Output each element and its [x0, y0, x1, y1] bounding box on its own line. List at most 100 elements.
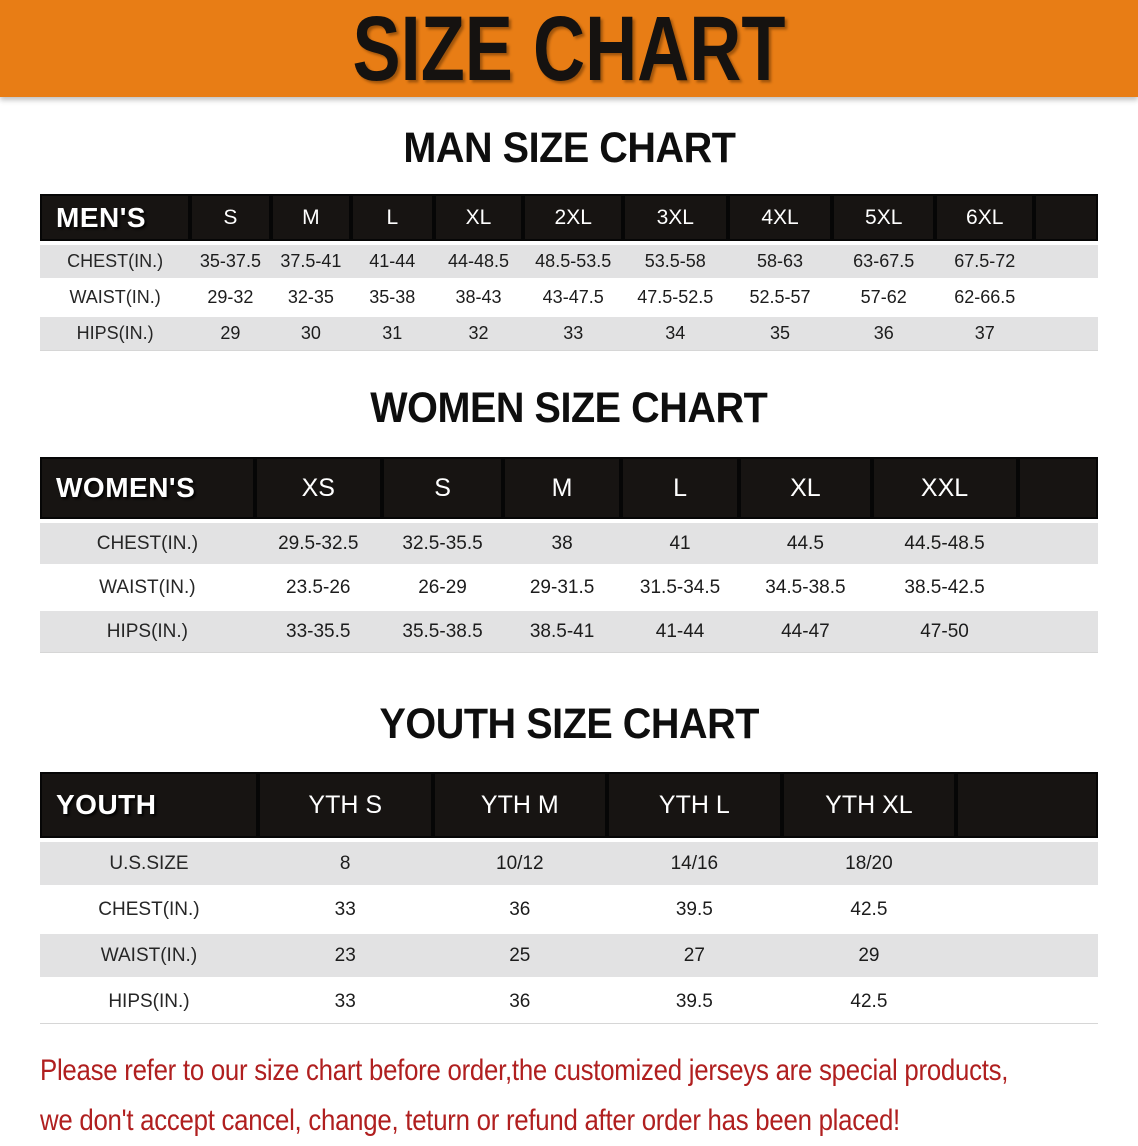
measurement-row: HIPS(IN.) 33-35.5 35.5-38.5 38.5-41 41-44 44-… [40, 611, 1098, 653]
spacer-cell [1034, 281, 1098, 317]
spacer-cell [956, 888, 1098, 934]
size-value-cell: 35-38 [351, 281, 434, 317]
size-value-cell: 38 [503, 523, 621, 567]
size-header-row: MEN'S S M L XL 2XL 3XL 4XL 5XL 6XL [40, 194, 1098, 245]
size-chart-banner: SIZE CHART [0, 0, 1138, 97]
measurement-row: WAIST(IN.) 23.5-26 26-29 29-31.5 31.5-34.5 34… [40, 567, 1098, 611]
size-header-cell: XXL [871, 457, 1018, 523]
spacer-cell [1017, 523, 1098, 567]
youth-chart-heading: YOUTH SIZE CHART [379, 700, 759, 748]
size-value-cell: 18/20 [781, 842, 957, 888]
men-chart-heading: MAN SIZE CHART [402, 124, 736, 172]
spacer-cell [956, 772, 1098, 842]
size-header-cell: L [620, 457, 740, 523]
measurement-row: WAIST(IN.) 23 25 27 29 [40, 934, 1098, 980]
size-value-cell: 44.5 [739, 523, 872, 567]
size-header-cell: S [381, 457, 504, 523]
measure-label-cell: HIPS(IN.) [40, 317, 191, 351]
size-value-cell: 34 [622, 317, 728, 351]
measurement-row: HIPS(IN.) 29 30 31 32 33 34 35 36 37 [40, 317, 1098, 351]
size-value-cell: 38-43 [433, 281, 524, 317]
size-value-cell: 42.5 [781, 888, 957, 934]
size-header-cell: M [270, 194, 352, 245]
size-value-cell: 58-63 [727, 245, 833, 281]
spacer-cell [956, 934, 1098, 980]
size-value-cell: 31.5-34.5 [620, 567, 740, 611]
youth-size-table: YOUTH YTH S YTH M YTH L YTH XL U.S.SIZE 8 10/12… [40, 772, 1098, 1024]
measurement-row: U.S.SIZE 8 10/12 14/16 18/20 [40, 842, 1098, 888]
measure-label-cell: U.S.SIZE [40, 842, 258, 888]
size-value-cell: 23 [257, 934, 433, 980]
spacer-cell [1017, 457, 1098, 523]
measure-label-cell: HIPS(IN.) [40, 611, 255, 653]
size-header-cell: YTH M [432, 772, 608, 842]
size-value-cell: 32-35 [270, 281, 352, 317]
spacer-cell [956, 980, 1098, 1024]
size-value-cell: 47.5-52.5 [622, 281, 728, 317]
size-value-cell: 37.5-41 [270, 245, 352, 281]
size-value-cell: 30 [270, 317, 352, 351]
size-value-cell: 25 [432, 934, 608, 980]
size-value-cell: 44-48.5 [433, 245, 524, 281]
size-header-cell: 6XL [935, 194, 1035, 245]
size-value-cell: 41-44 [351, 245, 434, 281]
size-value-cell: 44-47 [739, 611, 872, 653]
size-value-cell: 42.5 [781, 980, 957, 1024]
size-value-cell: 47-50 [871, 611, 1018, 653]
group-label-cell: YOUTH [40, 772, 258, 842]
women-size-section: WOMEN SIZE CHART WOMEN'S XS S M L XL XXL CHEST(… [0, 351, 1138, 653]
size-value-cell: 27 [607, 934, 782, 980]
youth-size-section: YOUTH SIZE CHART YOUTH YTH S YTH M YTH L YTH… [0, 653, 1138, 1024]
spacer-cell [956, 842, 1098, 888]
banner-title: SIZE CHART [352, 0, 786, 100]
size-value-cell: 23.5-26 [254, 567, 382, 611]
size-value-cell: 43-47.5 [523, 281, 623, 317]
size-header-cell: YTH S [257, 772, 433, 842]
women-chart-heading: WOMEN SIZE CHART [370, 384, 768, 432]
measure-label-cell: CHEST(IN.) [40, 245, 191, 281]
group-label-cell: MEN'S [40, 194, 191, 245]
women-size-table: WOMEN'S XS S M L XL XXL CHEST(IN.) 29.5-32.5 32.5… [40, 457, 1098, 653]
size-value-cell: 29-32 [190, 281, 271, 317]
size-value-cell: 63-67.5 [832, 245, 936, 281]
measure-label-cell: CHEST(IN.) [40, 888, 258, 934]
size-value-cell: 33-35.5 [254, 611, 382, 653]
size-value-cell: 32.5-35.5 [381, 523, 504, 567]
size-value-cell: 8 [257, 842, 433, 888]
size-value-cell: 33 [257, 888, 433, 934]
size-value-cell: 35-37.5 [190, 245, 271, 281]
size-header-cell: L [351, 194, 434, 245]
size-value-cell: 32 [433, 317, 524, 351]
size-value-cell: 44.5-48.5 [871, 523, 1018, 567]
size-header-row: YOUTH YTH S YTH M YTH L YTH XL [40, 772, 1098, 842]
size-header-cell: XL [739, 457, 872, 523]
size-value-cell: 29.5-32.5 [254, 523, 382, 567]
measure-label-cell: WAIST(IN.) [40, 934, 258, 980]
measure-label-cell: WAIST(IN.) [40, 281, 191, 317]
measure-label-cell: CHEST(IN.) [40, 523, 255, 567]
size-value-cell: 67.5-72 [935, 245, 1035, 281]
size-value-cell: 38.5-41 [503, 611, 621, 653]
size-value-cell: 53.5-58 [622, 245, 728, 281]
measurement-row: CHEST(IN.) 35-37.5 37.5-41 41-44 44-48.5 48.5… [40, 245, 1098, 281]
size-value-cell: 39.5 [607, 888, 782, 934]
size-value-cell: 41 [620, 523, 740, 567]
size-value-cell: 35 [727, 317, 833, 351]
size-header-cell: XL [433, 194, 524, 245]
size-value-cell: 29 [190, 317, 271, 351]
men-size-section: MAN SIZE CHART MEN'S S M L XL 2XL 3XL 4XL 5XL 6XL… [0, 97, 1138, 351]
measure-label-cell: WAIST(IN.) [40, 567, 255, 611]
spacer-cell [1034, 245, 1098, 281]
spacer-cell [1034, 194, 1098, 245]
size-value-cell: 62-66.5 [935, 281, 1035, 317]
size-value-cell: 57-62 [832, 281, 936, 317]
size-value-cell: 52.5-57 [727, 281, 833, 317]
size-header-cell: 2XL [523, 194, 623, 245]
size-value-cell: 39.5 [607, 980, 782, 1024]
size-value-cell: 34.5-38.5 [739, 567, 872, 611]
size-header-cell: M [503, 457, 621, 523]
men-size-table: MEN'S S M L XL 2XL 3XL 4XL 5XL 6XL CHEST(IN.) 35-37… [40, 194, 1098, 351]
size-value-cell: 36 [432, 980, 608, 1024]
size-value-cell: 41-44 [620, 611, 740, 653]
size-value-cell: 10/12 [432, 842, 608, 888]
